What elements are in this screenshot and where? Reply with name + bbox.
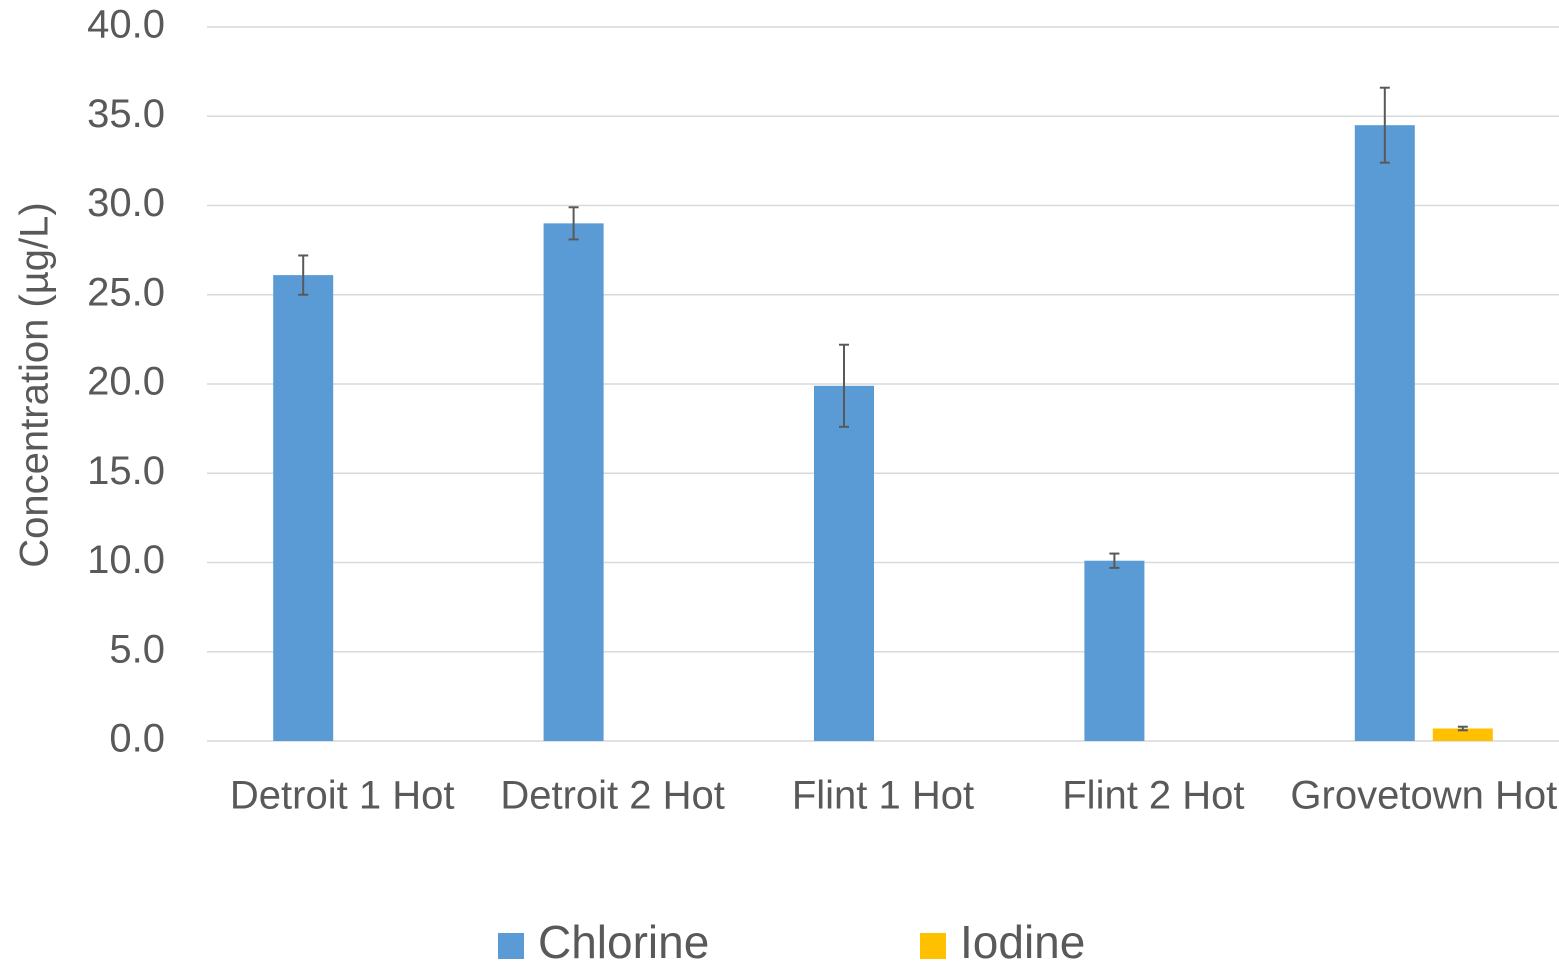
x-tick-label: Flint 1 Hot: [792, 774, 974, 818]
y-tick-label: 20.0: [87, 360, 165, 404]
y-tick-label: 0.0: [109, 717, 165, 761]
y-tick-label: 5.0: [109, 627, 165, 671]
x-tick-label: Grovetown Hot: [1290, 774, 1557, 818]
y-tick-label: 10.0: [87, 538, 165, 582]
bar: [1354, 125, 1415, 742]
bar: [543, 223, 604, 742]
legend-swatch: [920, 933, 946, 959]
y-tick-label: 25.0: [87, 270, 165, 314]
legend-swatch: [498, 933, 524, 959]
x-tick-label: Detroit 1 Hot: [230, 774, 455, 818]
legend-label: Chlorine: [538, 916, 709, 968]
y-tick-label: 30.0: [87, 181, 165, 225]
bar: [1432, 728, 1493, 741]
y-tick-label: 35.0: [87, 92, 165, 136]
y-tick-label: 15.0: [87, 449, 165, 493]
x-tick-label: Detroit 2 Hot: [500, 774, 725, 818]
x-tick-label: Flint 2 Hot: [1062, 774, 1244, 818]
legend-label: Iodine: [960, 916, 1085, 968]
bar: [814, 385, 874, 741]
y-tick-label: 40.0: [87, 3, 165, 47]
bar: [1084, 560, 1145, 741]
bar: [273, 275, 334, 741]
y-axis-title: Concentration (µg/L): [13, 202, 57, 567]
